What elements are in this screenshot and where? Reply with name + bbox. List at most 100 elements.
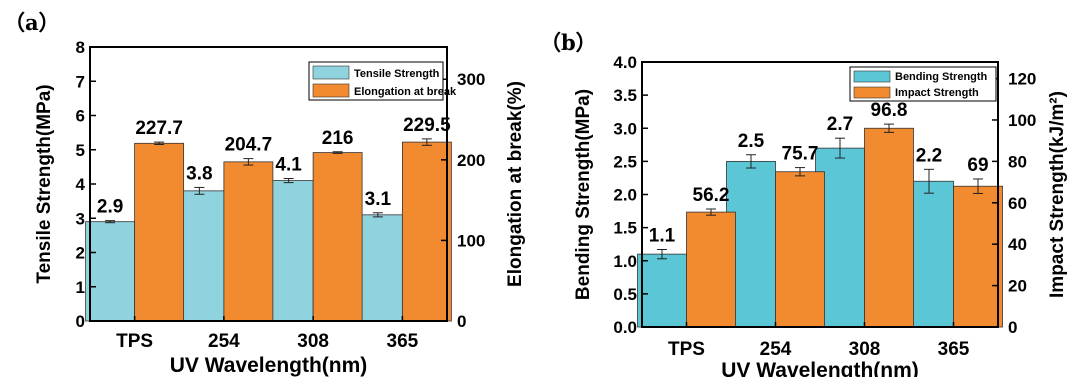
legend-label: Elongation at break — [354, 86, 457, 98]
legend-label: Bending Strength — [895, 71, 988, 83]
y2-tick-label: 200 — [457, 151, 485, 170]
y-tick-label: 3 — [76, 209, 85, 228]
error-bar — [973, 178, 983, 194]
error-bar — [657, 248, 667, 260]
y-tick-label: 5 — [76, 141, 85, 160]
x-tick-label: 308 — [297, 331, 329, 352]
x-tick-label: TPS — [116, 331, 153, 352]
data-label: 229.5 — [403, 115, 451, 136]
panel-label: （a） — [4, 10, 60, 35]
error-bar — [746, 154, 756, 169]
data-label: 69 — [967, 155, 988, 176]
data-label: 227.7 — [135, 118, 183, 139]
error-bar — [795, 167, 805, 177]
x-tick-label: 254 — [208, 331, 240, 352]
data-label: 3.1 — [365, 189, 392, 210]
error-bar — [243, 158, 254, 166]
y-tick-label: 6 — [76, 107, 85, 126]
error-bar — [706, 208, 716, 216]
error-bar — [835, 137, 845, 159]
panel-label: （b） — [540, 30, 597, 55]
data-label: 1.1 — [649, 225, 676, 246]
legend-swatch — [853, 86, 891, 99]
y2-tick-label: 0 — [1008, 318, 1017, 337]
y-tick-label: 8 — [76, 38, 85, 57]
y-tick-label: 2.5 — [613, 152, 637, 171]
y-tick-label: 3.5 — [613, 86, 637, 105]
data-label: 56.2 — [693, 185, 730, 206]
legend-label: Tensile Strength — [354, 68, 440, 80]
y-tick-label: 7 — [76, 72, 85, 91]
y-tick-label: 2 — [76, 244, 85, 263]
y2-tick-label: 100 — [457, 231, 485, 250]
error-bar — [332, 151, 343, 154]
y2-tick-label: 40 — [1008, 235, 1027, 254]
y-tick-label: 0.0 — [613, 318, 637, 337]
x-tick-label: TPS — [668, 339, 705, 360]
y-tick-label: 1 — [76, 278, 85, 297]
bar-elongation-at-break-308 — [312, 152, 363, 322]
data-label: 2.7 — [827, 114, 853, 135]
x-tick-label: 365 — [387, 331, 419, 352]
legend: Tensile Strength Elongation at break — [308, 61, 457, 101]
error-bar — [194, 186, 205, 195]
x-tick-label: 254 — [760, 339, 792, 360]
error-bar — [924, 168, 934, 194]
y-tick-label: 2.0 — [613, 186, 637, 205]
bar-elongation-at-break-254 — [223, 161, 274, 322]
error-bar — [372, 212, 383, 218]
chart-panel-b: （b） 1.1 2.5 2.7 2.2 56.2 75.7 96.8 69 0.0 0.5 1.0 1.… — [540, 30, 1068, 377]
x-tick-label: 308 — [849, 339, 881, 360]
y2-tick-label: 120 — [1008, 70, 1036, 89]
data-label: 216 — [322, 128, 354, 149]
error-bar — [283, 178, 294, 184]
y-axis-title: Bending Strength(MPa) — [573, 89, 594, 300]
error-bar — [884, 123, 894, 133]
y2-tick-label: 20 — [1008, 277, 1027, 296]
data-label: 96.8 — [871, 100, 908, 121]
y-tick-label: 1.5 — [613, 219, 637, 238]
y-tick-label: 0 — [76, 312, 85, 331]
data-label: 2.2 — [916, 145, 942, 166]
bar-bending-strength-TPS — [637, 253, 687, 328]
y2-tick-label: 60 — [1008, 194, 1027, 213]
bar-tensile-strength-TPS — [85, 221, 136, 322]
legend-swatch — [853, 70, 891, 83]
error-bar — [105, 220, 116, 224]
y2-axis-title: Impact Strength(kJ/m²) — [1047, 91, 1068, 298]
y2-axis-title: Elongation at break(%) — [505, 81, 526, 287]
error-bar — [154, 141, 165, 146]
bar-elongation-at-break-365 — [401, 141, 452, 322]
data-label: 75.7 — [782, 144, 819, 165]
bar-impact-strength-365 — [953, 185, 1003, 328]
y2-tick-label: 300 — [457, 70, 485, 89]
bar-elongation-at-break-TPS — [134, 142, 185, 322]
y-axis-title: Tensile Strength(MPa) — [34, 84, 55, 283]
y-tick-label: 4.0 — [613, 53, 637, 72]
error-bar — [421, 138, 432, 146]
y-tick-label: 0.5 — [613, 285, 637, 304]
bar-impact-strength-254 — [775, 171, 825, 328]
x-axis-title: UV Wavelength(nm) — [170, 354, 368, 377]
y-tick-label: 4 — [76, 175, 86, 194]
legend-swatch — [312, 83, 350, 98]
legend-label: Impact Strength — [895, 87, 979, 99]
y-tick-label: 1.0 — [613, 252, 637, 271]
data-label: 2.9 — [97, 197, 123, 218]
legend: Bending Strength Impact Strength — [849, 66, 997, 102]
data-label: 2.5 — [738, 131, 765, 152]
data-label: 3.8 — [186, 163, 212, 184]
chart-panel-a: （a） 2.9 3.8 4.1 3.1 227.7 204.7 216 229.5 0 1 2 3 4 5 6… — [4, 10, 526, 377]
legend-swatch — [312, 65, 350, 80]
bar-impact-strength-TPS — [686, 211, 736, 328]
y2-tick-label: 80 — [1008, 152, 1027, 171]
data-label: 4.1 — [275, 155, 302, 176]
data-label: 204.7 — [225, 135, 273, 156]
y-tick-label: 3.0 — [613, 119, 637, 138]
y2-tick-label: 100 — [1008, 111, 1036, 130]
bar-impact-strength-308 — [864, 127, 914, 328]
x-axis-title: UV Wavelength(nm) — [721, 359, 919, 377]
x-tick-label: 365 — [938, 339, 970, 360]
y2-tick-label: 0 — [457, 312, 466, 331]
